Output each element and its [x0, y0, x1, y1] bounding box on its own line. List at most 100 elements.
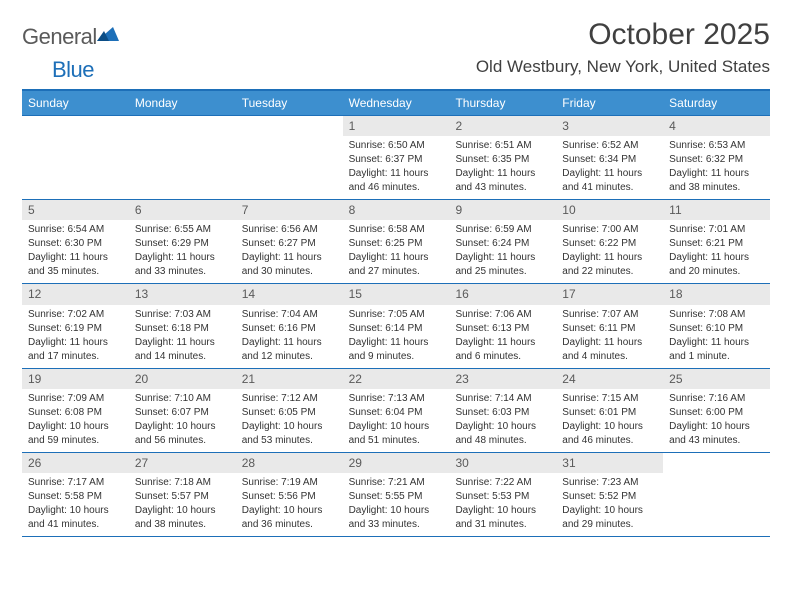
- sunset-text: Sunset: 6:05 PM: [242, 406, 337, 420]
- day-header: Sunday: [22, 91, 129, 115]
- day-header: Tuesday: [236, 91, 343, 115]
- day-cell: 31Sunrise: 7:23 AMSunset: 5:52 PMDayligh…: [556, 453, 663, 536]
- location: Old Westbury, New York, United States: [476, 57, 770, 77]
- sunset-text: Sunset: 6:03 PM: [455, 406, 550, 420]
- sunrise-text: Sunrise: 7:12 AM: [242, 392, 337, 406]
- sunset-text: Sunset: 6:22 PM: [562, 237, 657, 251]
- day-number: 3: [556, 116, 663, 136]
- day-number: 15: [343, 284, 450, 304]
- logo-text-left: General: [22, 24, 97, 50]
- month-title: October 2025: [476, 18, 770, 51]
- daylight-text: Daylight: 11 hours and 38 minutes.: [669, 167, 764, 195]
- day-details: Sunrise: 7:02 AMSunset: 6:19 PMDaylight:…: [22, 305, 129, 368]
- sunset-text: Sunset: 6:32 PM: [669, 153, 764, 167]
- logo-text-right: Blue: [52, 57, 94, 83]
- day-cell: 22Sunrise: 7:13 AMSunset: 6:04 PMDayligh…: [343, 369, 450, 452]
- day-cell: 17Sunrise: 7:07 AMSunset: 6:11 PMDayligh…: [556, 284, 663, 367]
- daylight-text: Daylight: 11 hours and 6 minutes.: [455, 336, 550, 364]
- day-cell: 29Sunrise: 7:21 AMSunset: 5:55 PMDayligh…: [343, 453, 450, 536]
- daylight-text: Daylight: 10 hours and 53 minutes.: [242, 420, 337, 448]
- daylight-text: Daylight: 11 hours and 41 minutes.: [562, 167, 657, 195]
- day-details: Sunrise: 6:55 AMSunset: 6:29 PMDaylight:…: [129, 220, 236, 283]
- sunrise-text: Sunrise: 7:19 AM: [242, 476, 337, 490]
- day-details: Sunrise: 7:18 AMSunset: 5:57 PMDaylight:…: [129, 473, 236, 536]
- day-number: 9: [449, 200, 556, 220]
- daylight-text: Daylight: 11 hours and 33 minutes.: [135, 251, 230, 279]
- sunset-text: Sunset: 6:14 PM: [349, 322, 444, 336]
- sunset-text: Sunset: 5:53 PM: [455, 490, 550, 504]
- day-details: Sunrise: 6:50 AMSunset: 6:37 PMDaylight:…: [343, 136, 450, 199]
- sunset-text: Sunset: 5:56 PM: [242, 490, 337, 504]
- daylight-text: Daylight: 11 hours and 17 minutes.: [28, 336, 123, 364]
- sunrise-text: Sunrise: 7:06 AM: [455, 308, 550, 322]
- daylight-text: Daylight: 10 hours and 46 minutes.: [562, 420, 657, 448]
- calendar-page: General October 2025 Old Westbury, New Y…: [0, 0, 792, 612]
- sunset-text: Sunset: 5:55 PM: [349, 490, 444, 504]
- day-header: Monday: [129, 91, 236, 115]
- day-details: Sunrise: 7:12 AMSunset: 6:05 PMDaylight:…: [236, 389, 343, 452]
- day-number: 17: [556, 284, 663, 304]
- daylight-text: Daylight: 11 hours and 12 minutes.: [242, 336, 337, 364]
- sunrise-text: Sunrise: 7:04 AM: [242, 308, 337, 322]
- day-number: 13: [129, 284, 236, 304]
- daylight-text: Daylight: 10 hours and 38 minutes.: [135, 504, 230, 532]
- day-details: Sunrise: 7:15 AMSunset: 6:01 PMDaylight:…: [556, 389, 663, 452]
- day-header-row: SundayMondayTuesdayWednesdayThursdayFrid…: [22, 91, 770, 115]
- day-details: Sunrise: 7:06 AMSunset: 6:13 PMDaylight:…: [449, 305, 556, 368]
- sunrise-text: Sunrise: 6:50 AM: [349, 139, 444, 153]
- day-number: 5: [22, 200, 129, 220]
- daylight-text: Daylight: 10 hours and 31 minutes.: [455, 504, 550, 532]
- daylight-text: Daylight: 11 hours and 20 minutes.: [669, 251, 764, 279]
- day-details: Sunrise: 7:17 AMSunset: 5:58 PMDaylight:…: [22, 473, 129, 536]
- day-number: 20: [129, 369, 236, 389]
- day-number: 7: [236, 200, 343, 220]
- day-cell: 15Sunrise: 7:05 AMSunset: 6:14 PMDayligh…: [343, 284, 450, 367]
- day-cell: 7Sunrise: 6:56 AMSunset: 6:27 PMDaylight…: [236, 200, 343, 283]
- day-number: 29: [343, 453, 450, 473]
- sunrise-text: Sunrise: 7:14 AM: [455, 392, 550, 406]
- sunset-text: Sunset: 6:24 PM: [455, 237, 550, 251]
- day-details: Sunrise: 6:58 AMSunset: 6:25 PMDaylight:…: [343, 220, 450, 283]
- day-details: Sunrise: 6:56 AMSunset: 6:27 PMDaylight:…: [236, 220, 343, 283]
- sunset-text: Sunset: 6:16 PM: [242, 322, 337, 336]
- day-number: 22: [343, 369, 450, 389]
- day-number: 6: [129, 200, 236, 220]
- day-cell: 5Sunrise: 6:54 AMSunset: 6:30 PMDaylight…: [22, 200, 129, 283]
- sunset-text: Sunset: 6:34 PM: [562, 153, 657, 167]
- sunset-text: Sunset: 6:11 PM: [562, 322, 657, 336]
- day-cell: 6Sunrise: 6:55 AMSunset: 6:29 PMDaylight…: [129, 200, 236, 283]
- sunrise-text: Sunrise: 6:55 AM: [135, 223, 230, 237]
- day-number: 8: [343, 200, 450, 220]
- day-details: Sunrise: 7:08 AMSunset: 6:10 PMDaylight:…: [663, 305, 770, 368]
- sunrise-text: Sunrise: 6:59 AM: [455, 223, 550, 237]
- day-cell: 26Sunrise: 7:17 AMSunset: 5:58 PMDayligh…: [22, 453, 129, 536]
- sunset-text: Sunset: 5:58 PM: [28, 490, 123, 504]
- day-cell: 16Sunrise: 7:06 AMSunset: 6:13 PMDayligh…: [449, 284, 556, 367]
- sunrise-text: Sunrise: 7:13 AM: [349, 392, 444, 406]
- day-cell: 28Sunrise: 7:19 AMSunset: 5:56 PMDayligh…: [236, 453, 343, 536]
- week-row: 19Sunrise: 7:09 AMSunset: 6:08 PMDayligh…: [22, 368, 770, 452]
- day-details: Sunrise: 7:16 AMSunset: 6:00 PMDaylight:…: [663, 389, 770, 452]
- daylight-text: Daylight: 11 hours and 43 minutes.: [455, 167, 550, 195]
- day-cell: 13Sunrise: 7:03 AMSunset: 6:18 PMDayligh…: [129, 284, 236, 367]
- sunrise-text: Sunrise: 7:17 AM: [28, 476, 123, 490]
- sunset-text: Sunset: 6:08 PM: [28, 406, 123, 420]
- day-details: Sunrise: 6:59 AMSunset: 6:24 PMDaylight:…: [449, 220, 556, 283]
- day-number: 30: [449, 453, 556, 473]
- sunrise-text: Sunrise: 7:16 AM: [669, 392, 764, 406]
- day-number: 31: [556, 453, 663, 473]
- day-cell: 11Sunrise: 7:01 AMSunset: 6:21 PMDayligh…: [663, 200, 770, 283]
- sunset-text: Sunset: 6:27 PM: [242, 237, 337, 251]
- sunrise-text: Sunrise: 7:10 AM: [135, 392, 230, 406]
- day-number: 26: [22, 453, 129, 473]
- day-cell: 2Sunrise: 6:51 AMSunset: 6:35 PMDaylight…: [449, 116, 556, 199]
- day-details: Sunrise: 7:07 AMSunset: 6:11 PMDaylight:…: [556, 305, 663, 368]
- day-number: 21: [236, 369, 343, 389]
- daylight-text: Daylight: 11 hours and 9 minutes.: [349, 336, 444, 364]
- daylight-text: Daylight: 11 hours and 46 minutes.: [349, 167, 444, 195]
- sunrise-text: Sunrise: 7:18 AM: [135, 476, 230, 490]
- sunrise-text: Sunrise: 7:22 AM: [455, 476, 550, 490]
- daylight-text: Daylight: 10 hours and 43 minutes.: [669, 420, 764, 448]
- day-cell: 14Sunrise: 7:04 AMSunset: 6:16 PMDayligh…: [236, 284, 343, 367]
- day-details: Sunrise: 6:54 AMSunset: 6:30 PMDaylight:…: [22, 220, 129, 283]
